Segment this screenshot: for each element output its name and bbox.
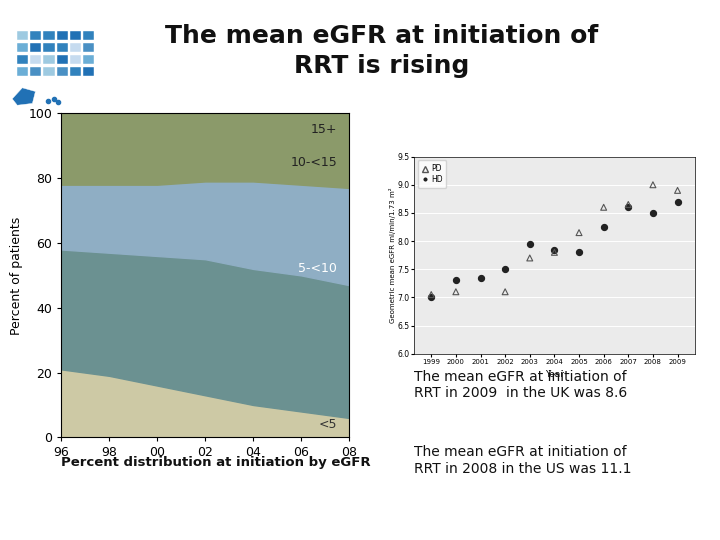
- Point: [450, 287, 462, 296]
- Point: [598, 222, 609, 231]
- Polygon shape: [57, 66, 68, 76]
- Polygon shape: [57, 55, 68, 64]
- Polygon shape: [83, 31, 94, 40]
- Point: [524, 240, 536, 248]
- Point: [426, 291, 437, 299]
- Point: [500, 287, 511, 296]
- Y-axis label: Geometric mean eGFR ml/min/1.73 m²: Geometric mean eGFR ml/min/1.73 m²: [389, 187, 395, 323]
- Text: The mean eGFR at initiation of
RRT in 2009  in the UK was 8.6: The mean eGFR at initiation of RRT in 20…: [414, 370, 627, 400]
- Point: [672, 197, 683, 206]
- Point: [474, 273, 486, 282]
- Polygon shape: [30, 43, 42, 52]
- Text: <5: <5: [319, 418, 337, 431]
- Point: [500, 265, 511, 274]
- Polygon shape: [57, 43, 68, 52]
- Polygon shape: [43, 66, 55, 76]
- Point: [598, 203, 609, 212]
- Polygon shape: [17, 31, 28, 40]
- Polygon shape: [30, 55, 42, 64]
- Text: The mean eGFR at initiation of
RRT in 2008 in the US was 11.1: The mean eGFR at initiation of RRT in 20…: [414, 446, 631, 476]
- Point: [623, 203, 634, 212]
- Point: [549, 248, 560, 256]
- Polygon shape: [70, 66, 81, 76]
- Point: [573, 228, 585, 237]
- Point: [647, 180, 659, 189]
- Polygon shape: [30, 66, 42, 76]
- X-axis label: Year: Year: [545, 370, 564, 379]
- Polygon shape: [83, 43, 94, 52]
- Polygon shape: [17, 55, 28, 64]
- Point: [623, 200, 634, 209]
- Point: [647, 208, 659, 217]
- Text: 5-<10: 5-<10: [298, 262, 337, 275]
- Point: [573, 248, 585, 256]
- Polygon shape: [70, 55, 81, 64]
- Text: The mean eGFR at initiation of
RRT is rising: The mean eGFR at initiation of RRT is ri…: [165, 24, 598, 78]
- Polygon shape: [17, 66, 28, 76]
- Point: [524, 254, 536, 262]
- Polygon shape: [43, 43, 55, 52]
- Polygon shape: [43, 55, 55, 64]
- Text: 15+: 15+: [311, 123, 337, 136]
- Point: [426, 293, 437, 302]
- Polygon shape: [30, 31, 42, 40]
- Legend: PD, HD: PD, HD: [418, 160, 446, 187]
- Polygon shape: [12, 88, 35, 105]
- Text: Percent distribution at initiation by eGFR: Percent distribution at initiation by eG…: [61, 456, 371, 469]
- Polygon shape: [70, 43, 81, 52]
- Text: 10-<15: 10-<15: [290, 156, 337, 168]
- Point: [450, 276, 462, 285]
- Y-axis label: Percent of patients: Percent of patients: [10, 217, 23, 334]
- Polygon shape: [70, 31, 81, 40]
- Polygon shape: [17, 43, 28, 52]
- Polygon shape: [43, 31, 55, 40]
- Polygon shape: [57, 31, 68, 40]
- Polygon shape: [83, 55, 94, 64]
- Polygon shape: [83, 66, 94, 76]
- Point: [549, 245, 560, 254]
- Point: [672, 186, 683, 195]
